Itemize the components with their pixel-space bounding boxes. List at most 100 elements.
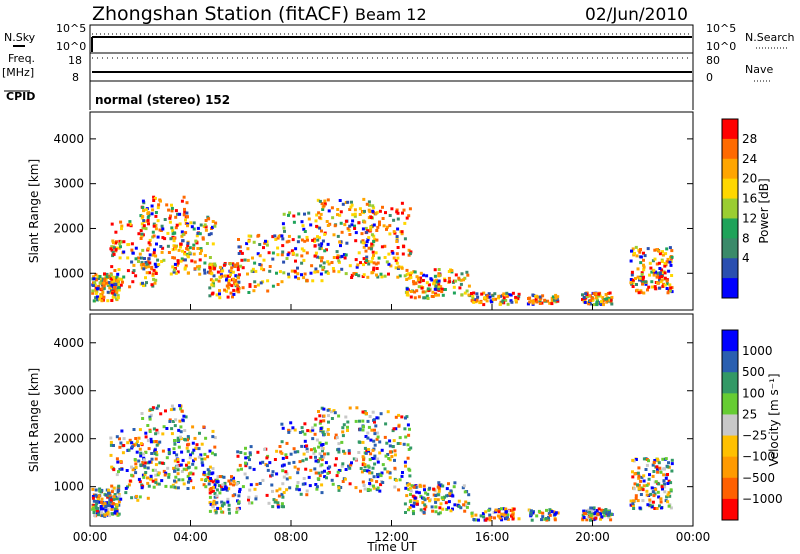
scatter-cell [212, 284, 216, 288]
scatter-cell [500, 512, 504, 516]
scatter-cell [154, 463, 158, 467]
scatter-cell [169, 272, 173, 276]
scatter-cell [594, 511, 597, 515]
scatter-cell [369, 247, 373, 251]
scatter-cell [340, 440, 344, 444]
scatter-cell [184, 468, 188, 472]
scatter-cell [353, 214, 357, 218]
scatter-cell [514, 300, 518, 304]
scatter-cell [154, 457, 158, 461]
scatter-cell [294, 275, 298, 279]
x-tick-label: 16:00 [475, 530, 510, 544]
scatter-cell [153, 248, 156, 252]
scatter-cell [448, 280, 452, 284]
scatter-cell [403, 221, 407, 225]
colorbar-frame [721, 329, 739, 521]
scatter-cell [346, 425, 349, 429]
scatter-cell [197, 447, 201, 451]
scatter-cell [94, 504, 98, 508]
scatter-cell [100, 511, 103, 515]
scatter-cell [386, 453, 390, 456]
scatter-cell [141, 262, 145, 266]
scatter-cell [373, 432, 377, 436]
scatter-cell [173, 256, 176, 260]
scatter-cell [234, 278, 238, 282]
scatter-cell [111, 501, 115, 505]
scatter-cell [337, 488, 341, 492]
scatter-cell [94, 288, 98, 292]
scatter-cell [156, 482, 159, 486]
scatter-cell [95, 295, 99, 299]
scatter-cell [400, 474, 404, 478]
scatter-cell [315, 485, 319, 489]
scatter-cell [408, 500, 412, 504]
scatter-cell [117, 268, 121, 272]
scatter-cell [609, 512, 613, 516]
scatter-cell [240, 251, 244, 255]
scatter-cell [388, 439, 392, 443]
colorbar-segment [722, 178, 738, 200]
scatter-cell [110, 245, 114, 249]
scatter-cell [631, 278, 635, 282]
scatter-cell [212, 274, 216, 278]
nsearch-tick-top: 10^5 [706, 22, 736, 35]
scatter-cell [485, 299, 489, 303]
scatter-cell [302, 477, 306, 480]
scatter-cell [354, 457, 358, 461]
scatter-cell [280, 502, 284, 506]
scatter-cell [224, 274, 227, 278]
scatter-cell [313, 449, 317, 453]
scatter-cell [195, 241, 199, 245]
scatter-cell [413, 296, 417, 300]
scatter-cell [394, 427, 398, 431]
scatter-cell [288, 476, 292, 480]
colorbar-segment [722, 351, 738, 373]
scatter-cell [108, 493, 112, 497]
scatter-cell [547, 518, 551, 522]
scatter-cell [116, 296, 120, 300]
scatter-cell [470, 514, 474, 518]
scatter-cell [337, 486, 341, 490]
scatter-cell [230, 284, 234, 288]
scatter-cell [307, 475, 311, 479]
scatter-cell [143, 265, 147, 269]
scatter-cell [638, 278, 641, 282]
scatter-cell [261, 478, 265, 482]
scatter-cell [184, 438, 187, 442]
scatter-cell [237, 273, 241, 277]
scatter-cell [467, 501, 471, 505]
scatter-cell [344, 219, 348, 223]
scatter-cell [396, 275, 400, 279]
scatter-cell [174, 475, 178, 479]
scatter-cell [204, 477, 208, 481]
scatter-cell [137, 436, 141, 440]
scatter-cell [134, 466, 138, 469]
scatter-cell [642, 479, 646, 483]
scatter-cell [372, 456, 376, 460]
scatter-cell [597, 507, 601, 511]
scatter-cell [214, 221, 218, 225]
scatter-cell [373, 237, 377, 241]
scatter-cell [637, 476, 641, 480]
scatter-cell [432, 282, 436, 286]
scatter-cell [106, 290, 110, 294]
scatter-cell [599, 300, 603, 304]
scatter-cell [488, 518, 492, 522]
scatter-cell [97, 500, 101, 504]
scatter-cell [425, 281, 429, 285]
scatter-cell [363, 463, 367, 467]
scatter-cell [367, 200, 371, 204]
scatter-cell [353, 212, 357, 216]
scatter-cell [230, 475, 233, 479]
scatter-cell [198, 264, 202, 268]
scatter-cell [350, 276, 354, 279]
scatter-cell [138, 447, 142, 451]
scatter-cell [237, 252, 241, 255]
scatter-cell [633, 482, 637, 486]
scatter-cell [320, 454, 324, 458]
scatter-cell [301, 482, 305, 486]
scatter-cell [648, 261, 652, 265]
scatter-cell [288, 486, 292, 490]
scatter-cell [589, 302, 593, 306]
